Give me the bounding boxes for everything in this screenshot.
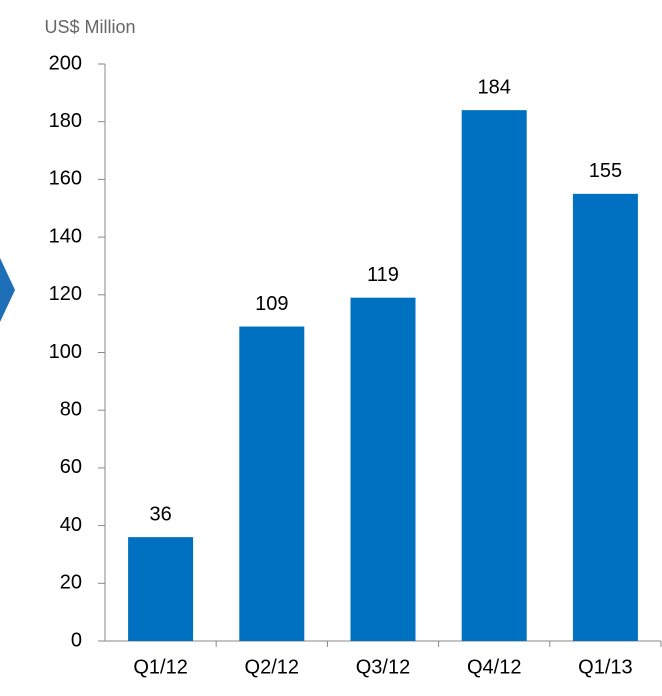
data-label: 155 [589, 160, 622, 182]
x-tick-label: Q1/13 [578, 656, 632, 678]
y-tick-label: 140 [49, 225, 82, 247]
data-label: 119 [367, 264, 399, 286]
bar [350, 297, 416, 641]
y-tick-label: 200 [49, 52, 82, 74]
y-tick-label: 120 [49, 283, 82, 305]
x-tick-label: Q4/12 [467, 656, 521, 678]
y-tick-label: 60 [60, 456, 82, 478]
y-tick-label: 160 [49, 168, 82, 190]
y-axis-label: US$ Million [44, 17, 135, 37]
x-tick-label: Q2/12 [245, 656, 299, 678]
bar [239, 326, 305, 641]
data-label: 184 [478, 76, 511, 98]
y-tick-label: 180 [49, 110, 82, 132]
y-tick-label: 40 [60, 514, 82, 536]
data-label: 109 [255, 293, 288, 315]
data-label: 36 [149, 503, 171, 525]
y-tick-label: 100 [49, 341, 82, 363]
bar [572, 193, 638, 641]
y-tick-label: 20 [60, 572, 82, 594]
x-tick-label: Q3/12 [356, 656, 410, 678]
bar [128, 537, 194, 641]
y-tick-label: 80 [60, 398, 82, 420]
bar [461, 110, 527, 641]
x-tick-label: Q1/12 [133, 656, 187, 678]
y-tick-label: 0 [71, 629, 82, 651]
decorative-arrow [0, 258, 15, 322]
